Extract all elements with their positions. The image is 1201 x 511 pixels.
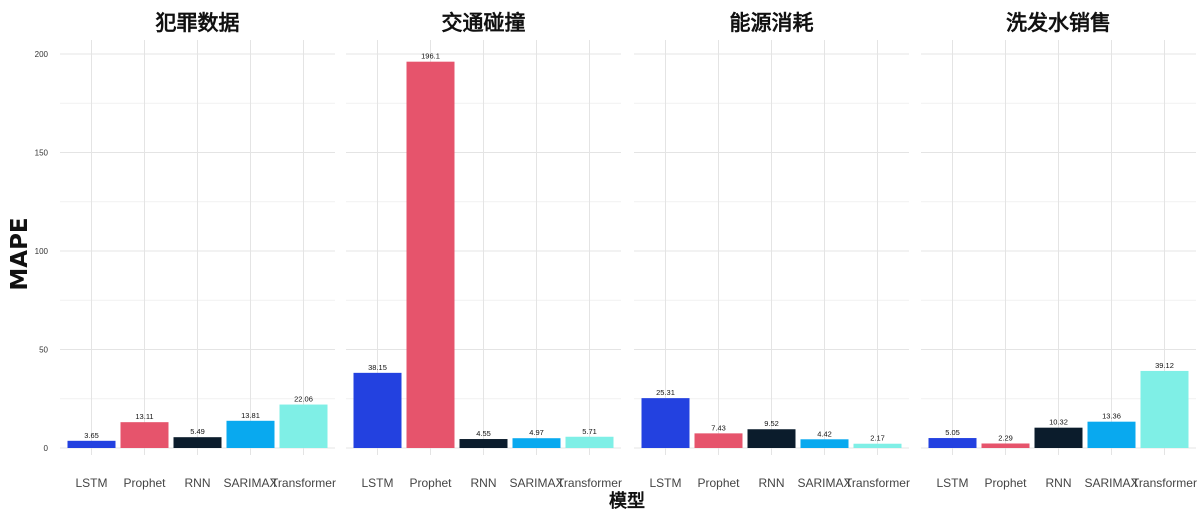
bar-sarimax — [513, 438, 561, 448]
bar-sarimax — [801, 439, 849, 448]
bar-transformer — [280, 405, 328, 448]
panel-title: 犯罪数据 — [155, 11, 240, 35]
x-category-label: SARIMAX — [509, 476, 563, 490]
bar-value-label: 5.49 — [190, 427, 205, 436]
x-category-label: RNN — [759, 476, 785, 490]
bar-transformer — [1141, 371, 1189, 448]
bar-lstm — [929, 438, 977, 448]
x-category-label: LSTM — [75, 476, 107, 490]
bar-layer — [68, 62, 1189, 448]
bar-value-label: 38.15 — [368, 363, 387, 372]
bar-value-label: 25.31 — [656, 388, 675, 397]
x-category-label: Transformer — [271, 476, 336, 490]
bar-rnn — [174, 437, 222, 448]
x-category-label: Transformer — [557, 476, 622, 490]
x-category-label: LSTM — [649, 476, 681, 490]
panel-title: 能源消耗 — [730, 11, 814, 35]
bar-value-label: 13.81 — [241, 411, 260, 420]
x-category-label: SARIMAX — [1084, 476, 1138, 490]
y-tick-label: 150 — [35, 149, 49, 158]
x-category-label: SARIMAX — [797, 476, 851, 490]
bar-prophet — [695, 433, 743, 448]
bar-value-label: 4.42 — [817, 429, 832, 438]
bar-value-label: 7.43 — [711, 423, 726, 432]
grid-layer — [60, 40, 1196, 455]
x-category-label: RNN — [471, 476, 497, 490]
bar-prophet — [121, 422, 169, 448]
x-category-label: Transformer — [845, 476, 910, 490]
bar-lstm — [354, 373, 402, 448]
bar-lstm — [68, 441, 116, 448]
bar-value-label: 9.52 — [764, 419, 779, 428]
bar-value-label: 2.29 — [998, 433, 1013, 442]
bar-value-label: 39.12 — [1155, 361, 1174, 370]
x-axis-title: 模型 — [609, 490, 645, 511]
bar-rnn — [748, 429, 796, 448]
bar-rnn — [1035, 428, 1083, 448]
x-category-label: LSTM — [361, 476, 393, 490]
x-category-label: Transformer — [1132, 476, 1197, 490]
bar-value-label: 4.55 — [476, 429, 491, 438]
bar-value-label: 196.1 — [421, 52, 440, 61]
bar-transformer — [566, 437, 614, 448]
bar-value-label: 5.05 — [945, 428, 960, 437]
bar-prophet — [407, 62, 455, 448]
panel-title: 洗发水销售 — [1006, 11, 1111, 35]
bar-value-label: 22.06 — [294, 395, 313, 404]
x-category-label: Prophet — [123, 476, 166, 490]
bar-value-label: 3.65 — [84, 431, 99, 440]
x-category-label: SARIMAX — [223, 476, 277, 490]
y-tick-label: 200 — [35, 50, 49, 59]
y-tick-label: 50 — [39, 346, 48, 355]
bar-value-label: 5.71 — [582, 427, 597, 436]
x-category-label: RNN — [185, 476, 211, 490]
bar-prophet — [982, 443, 1030, 448]
bar-sarimax — [1088, 422, 1136, 448]
x-category-label: RNN — [1046, 476, 1072, 490]
bar-transformer — [854, 444, 902, 448]
bar-value-label: 10.32 — [1049, 418, 1068, 427]
bar-sarimax — [227, 421, 275, 448]
bar-rnn — [460, 439, 508, 448]
x-category-label: Prophet — [984, 476, 1027, 490]
bar-value-label: 4.97 — [529, 428, 544, 437]
x-category-label: LSTM — [936, 476, 968, 490]
y-tick-label: 0 — [44, 444, 49, 453]
y-axis-title: MAPE — [7, 217, 33, 290]
x-category-label: Prophet — [697, 476, 740, 490]
bar-value-label: 13.11 — [135, 412, 153, 421]
panel-title: 交通碰撞 — [442, 11, 526, 35]
bar-value-label: 13.36 — [1102, 412, 1121, 421]
bar-lstm — [642, 398, 690, 448]
bar-value-label: 2.17 — [870, 434, 885, 443]
y-tick-label: 100 — [35, 247, 49, 256]
x-category-label: Prophet — [409, 476, 452, 490]
